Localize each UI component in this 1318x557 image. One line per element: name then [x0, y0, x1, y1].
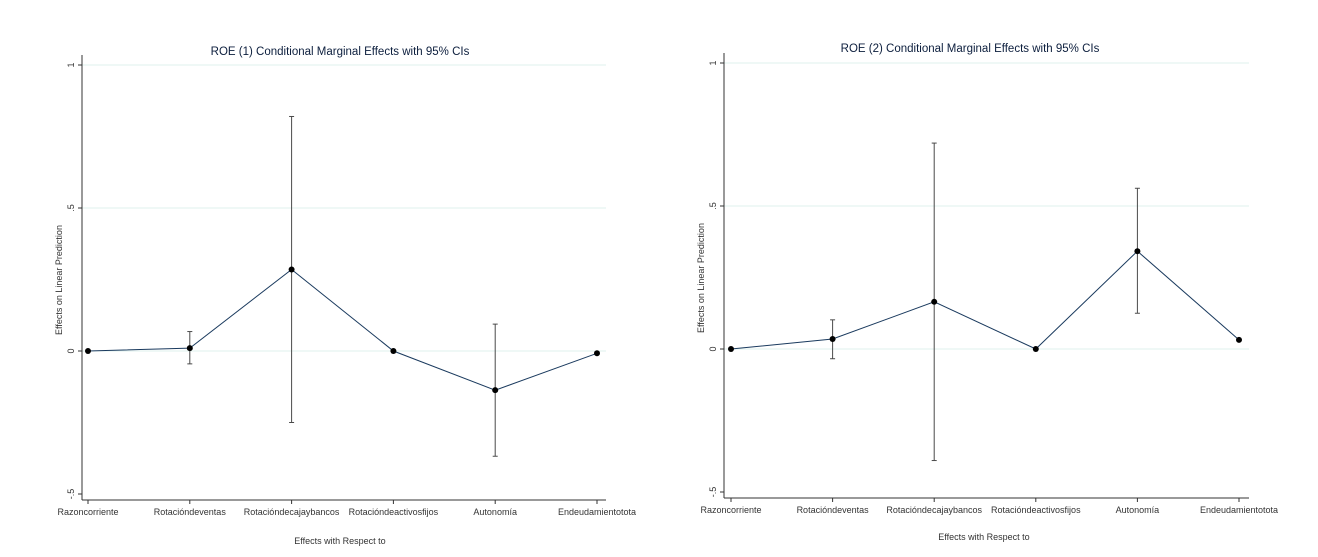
y-tick-label: 0 [708, 346, 718, 351]
marginal-effects-chart-1: ROE (1) Conditional Marginal Effects wit… [54, 46, 636, 546]
plot-region: 1 .5 0 -.5 Razoncorriente Rotacióndeventas Rot… [57, 55, 636, 517]
plot-region: 1 .5 0 -.5 Razoncorriente Rotacióndeventas Rot… [700, 53, 1278, 515]
data-point [829, 335, 836, 342]
y-tick-label: 1 [66, 62, 76, 67]
x-axis-label: Effects with Respect to [938, 532, 1029, 542]
y-tick-label: .5 [708, 202, 718, 210]
data-point [288, 266, 295, 273]
series-line [87, 268, 598, 391]
x-tick-label: Rotacióndeventas [797, 505, 870, 515]
data-point [186, 345, 193, 352]
y-axis-label: Effects on Linear Prediction [54, 225, 64, 335]
data-point [594, 350, 600, 357]
y-axis-label: Effects on Linear Prediction [696, 223, 706, 333]
x-axis-label: Effects with Respect to [294, 536, 385, 546]
x-tick-label: Rotacióndeactivosfijos [991, 505, 1081, 515]
data-point [728, 346, 734, 352]
x-tick-label: Razoncorriente [57, 507, 118, 517]
data-point [1134, 248, 1141, 255]
y-tick-label: 0 [66, 348, 76, 353]
x-tick-label: Autonomía [473, 507, 517, 517]
x-tick-label: Endeudamientotota [1200, 505, 1278, 515]
y-tick-label: 1 [708, 60, 718, 65]
chart-title: ROE (2) Conditional Marginal Effects wit… [841, 43, 1100, 55]
x-tick-label: Endeudamientotota [558, 507, 636, 517]
x-tick-label: Razoncorriente [700, 505, 761, 515]
marginal-effects-chart-2: ROE (2) Conditional Marginal Effects wit… [696, 43, 1278, 542]
x-tick-label: Rotacióndeactivosfijos [349, 507, 439, 517]
y-tick-label: -.5 [708, 487, 718, 498]
data-point [85, 348, 91, 354]
series-line [730, 250, 1240, 350]
data-point [492, 387, 499, 394]
x-tick-label: Rotacióndeventas [154, 507, 227, 517]
data-point [390, 348, 397, 354]
chart-title: ROE (1) Conditional Marginal Effects wit… [211, 46, 470, 58]
y-tick-label: -.5 [66, 489, 76, 500]
data-point [1032, 346, 1039, 352]
x-tick-label: Rotacióndecajaybancos [244, 507, 340, 517]
x-tick-label: Rotacióndecajaybancos [886, 505, 982, 515]
x-tick-label: Autonomía [1116, 505, 1160, 515]
y-tick-label: .5 [66, 204, 76, 212]
data-point [1236, 336, 1242, 343]
data-point [931, 298, 938, 305]
